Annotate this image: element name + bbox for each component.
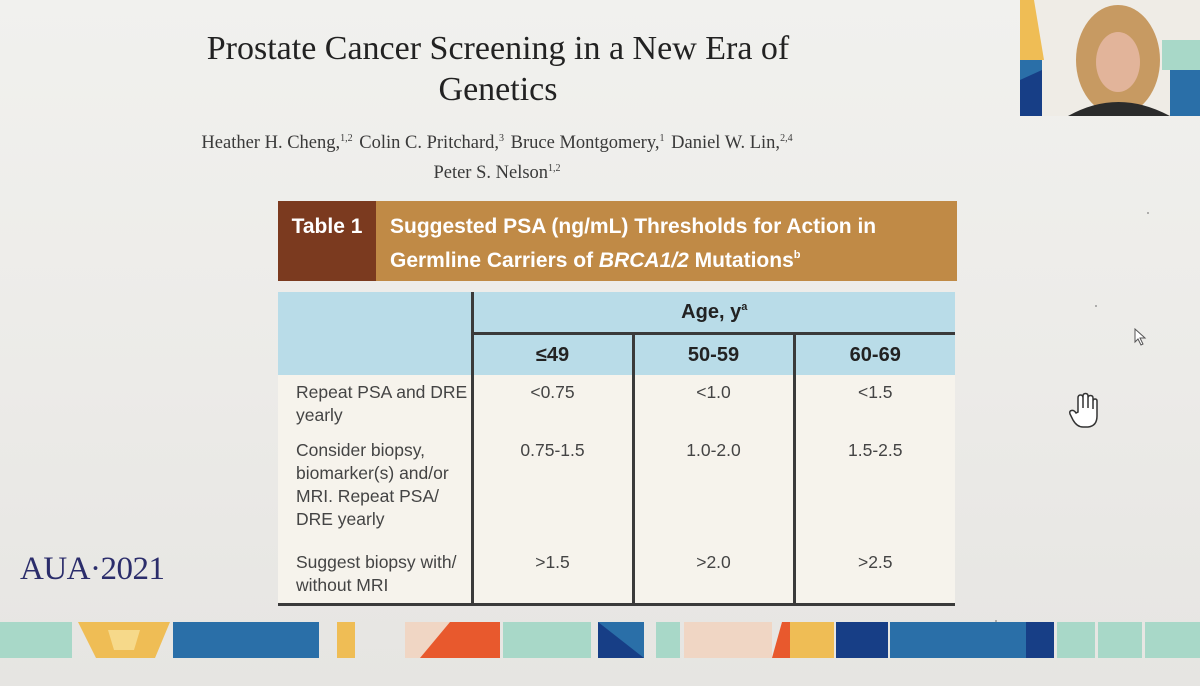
threshold-cell: <1.0 — [631, 375, 794, 433]
column-header: ≤49 — [470, 333, 633, 375]
author-name: Heather H. Cheng, — [201, 133, 341, 153]
row-label: Suggest biopsy with/ without MRI — [278, 545, 472, 606]
column-header: 60-69 — [792, 333, 956, 375]
author-name: Peter S. Nelson — [433, 163, 549, 183]
column-header: 50-59 — [631, 333, 794, 375]
row-label: Consider biopsy, biomarker(s) and/or MRI… — [278, 433, 472, 545]
decorative-color-band — [0, 622, 1200, 658]
author-affiliation: 2,4 — [780, 133, 793, 144]
author-name: Colin C. Pritchard, — [359, 133, 500, 153]
age-footnote-mark: a — [741, 300, 748, 313]
header-blank-cell — [278, 292, 472, 375]
table-caption-line2: Germline Carriers of BRCA1/2 Mutationsb — [390, 241, 943, 275]
author-affiliation: 1,2 — [548, 163, 561, 174]
threshold-cell: 1.5-2.5 — [792, 433, 956, 545]
aua-2021-logo: AUA·2021 — [20, 551, 165, 587]
age-header-row: Age, ya — [278, 292, 956, 375]
authors-line1: Heather H. Cheng,1,2 Colin C. Pritchard,… — [0, 126, 996, 156]
authors-line2: Peter S. Nelson1,2 — [0, 156, 996, 186]
author-affiliation: 1,2 — [340, 133, 353, 144]
threshold-cell: 0.75-1.5 — [470, 433, 633, 545]
author-name: Daniel W. Lin, — [671, 133, 781, 153]
table-label: Table 1 — [278, 201, 376, 281]
caption-text: Mutations — [688, 249, 794, 272]
table-row: Repeat PSA and DRE yearly <0.75 <1.0 <1.… — [278, 375, 956, 433]
table-caption-line1: Suggested PSA (ng/mL) Thresholds for Act… — [390, 215, 877, 238]
threshold-cell: >1.5 — [470, 545, 633, 606]
hand-cursor-icon — [1068, 392, 1098, 428]
slide-title-line2: Genetics — [438, 71, 558, 108]
dust-speck — [1147, 212, 1149, 214]
table-row: Suggest biopsy with/ without MRI >1.5 >2… — [278, 545, 956, 606]
dust-speck — [1095, 305, 1097, 307]
age-columns-row: ≤49 50-59 60-69 — [278, 333, 956, 375]
slide-title: Prostate Cancer Screening in a New Era o… — [0, 28, 996, 110]
threshold-cell: >2.5 — [792, 545, 956, 606]
psa-threshold-table: Age, ya ≤49 50-59 60-69 Repeat PSA and D… — [278, 292, 956, 606]
age-header-label: Age, y — [681, 300, 742, 323]
authors-block: Heather H. Cheng,1,2 Colin C. Pritchard,… — [0, 126, 996, 186]
caption-footnote-mark: b — [793, 249, 801, 261]
author-name: Bruce Montgomery, — [510, 133, 660, 153]
table-row: Consider biopsy, biomarker(s) and/or MRI… — [278, 433, 956, 545]
table-header: Table 1 Suggested PSA (ng/mL) Thresholds… — [278, 201, 957, 281]
threshold-cell: >2.0 — [631, 545, 794, 606]
caption-text: Germline Carriers of — [390, 249, 599, 272]
slide-title-line1: Prostate Cancer Screening in a New Era o… — [206, 30, 790, 67]
dust-speck — [995, 620, 997, 622]
table-caption: Suggested PSA (ng/mL) Thresholds for Act… — [376, 201, 957, 281]
presenter-image — [1020, 0, 1200, 116]
threshold-cell: <1.5 — [792, 375, 956, 433]
threshold-cell: <0.75 — [470, 375, 633, 433]
presenter-video-thumbnail[interactable] — [1020, 0, 1200, 116]
arrow-cursor-icon — [1134, 328, 1147, 346]
row-label: Repeat PSA and DRE yearly — [278, 375, 472, 433]
author-affiliation: 3 — [499, 133, 505, 144]
threshold-cell: 1.0-2.0 — [631, 433, 794, 545]
age-header: Age, ya — [470, 292, 956, 335]
author-affiliation: 1 — [659, 133, 665, 144]
caption-gene: BRCA1/2 — [598, 249, 689, 272]
